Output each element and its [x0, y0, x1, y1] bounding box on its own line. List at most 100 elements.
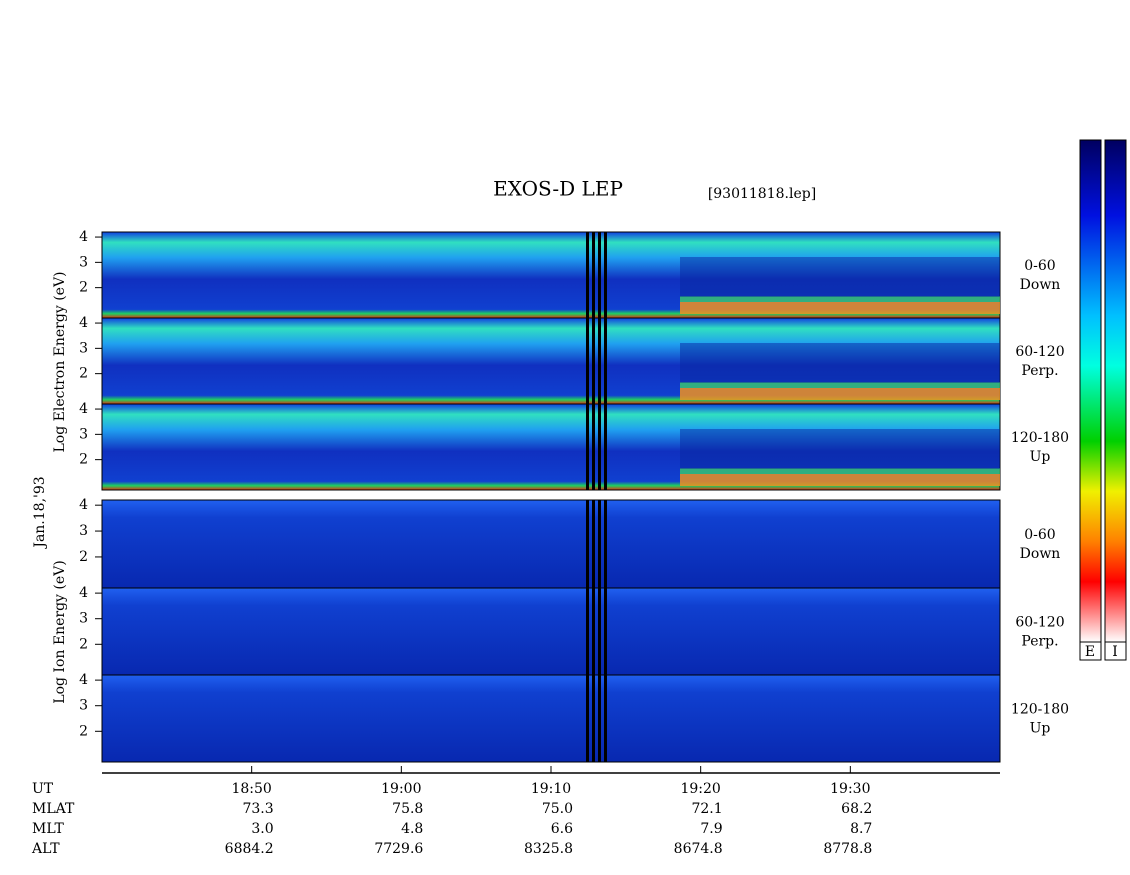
x-tick-label: 18:50 [231, 781, 271, 797]
data-gap [592, 588, 595, 675]
data-gap [604, 404, 607, 490]
orbit-value: 4.8 [401, 821, 423, 837]
orbit-value: 8778.8 [823, 841, 872, 857]
colorbar [1104, 139, 1127, 643]
direction-label: Perp. [1021, 634, 1058, 650]
data-gap [592, 404, 595, 490]
angle-label: 0-60 [1024, 527, 1055, 543]
orbit-value: 7.9 [700, 821, 722, 837]
data-gap [598, 675, 601, 762]
angle-label: 60-120 [1015, 615, 1064, 631]
y-tick-label: 3 [79, 426, 88, 442]
data-gap [586, 675, 589, 762]
orbit-value: 68.2 [841, 801, 872, 817]
direction-label: Up [1030, 449, 1051, 465]
data-gap [598, 318, 601, 404]
y-tick-label: 3 [79, 698, 88, 714]
data-gap [604, 588, 607, 675]
data-gap [604, 500, 607, 588]
orbit-value: 8.7 [850, 821, 872, 837]
colorbar-label: E [1085, 644, 1095, 660]
orbit-value: 7729.6 [374, 841, 423, 857]
data-gap [604, 232, 607, 318]
orbit-value: 75.0 [542, 801, 573, 817]
orbit-row-name: UT [32, 781, 54, 797]
data-gap [586, 588, 589, 675]
y-tick-label: 2 [79, 549, 88, 565]
y-tick-label: 2 [79, 723, 88, 739]
data-gap [598, 588, 601, 675]
y-tick-label: 2 [79, 636, 88, 652]
direction-label: Down [1020, 277, 1061, 293]
x-tick-label: 19:20 [680, 781, 720, 797]
y-tick-label: 2 [79, 280, 88, 296]
colorbar-label-box [1104, 641, 1127, 661]
y-tick-label: 3 [79, 611, 88, 627]
data-gap [592, 232, 595, 318]
direction-label: Down [1020, 546, 1061, 562]
angle-label: 120-180 [1011, 702, 1069, 718]
angle-label: 120-180 [1011, 430, 1069, 446]
orbit-value: 6.6 [551, 821, 573, 837]
angle-label: 60-120 [1015, 344, 1064, 360]
x-tick-label: 19:30 [830, 781, 870, 797]
spectrogram-panel [101, 674, 1001, 763]
data-gap [598, 500, 601, 588]
spectrogram-region [680, 429, 1000, 469]
data-gap [592, 500, 595, 588]
orbit-value: 72.1 [691, 801, 722, 817]
data-gap [586, 500, 589, 588]
group-label: Log Ion Energy (eV) [52, 560, 68, 703]
y-tick-label: 4 [79, 497, 88, 513]
group-label: Log Electron Energy (eV) [52, 271, 68, 452]
spectrogram-band [680, 296, 1000, 302]
orbit-value: 75.8 [392, 801, 423, 817]
orbit-row-name: MLT [32, 821, 64, 837]
file-name: [93011818.lep] [708, 186, 816, 202]
data-gap [598, 232, 601, 318]
x-tick-label: 19:00 [381, 781, 421, 797]
spectrogram-panel [101, 499, 1001, 589]
orbit-value: 3.0 [251, 821, 273, 837]
angle-label: 0-60 [1024, 258, 1055, 274]
data-gap [592, 318, 595, 404]
colorbar-label-box [1079, 641, 1102, 661]
spectrogram-band [680, 302, 1000, 314]
spectrogram-band [680, 388, 1000, 400]
y-tick-label: 4 [79, 401, 88, 417]
data-gap [604, 318, 607, 404]
x-tick-label: 19:10 [531, 781, 571, 797]
direction-label: Perp. [1021, 363, 1058, 379]
data-gap [586, 404, 589, 490]
data-gap [586, 232, 589, 318]
y-tick-label: 2 [79, 452, 88, 468]
y-tick-label: 4 [79, 229, 88, 245]
y-tick-label: 4 [79, 585, 88, 601]
spectrogram-panel [101, 587, 1001, 676]
chart-title: EXOS-D LEP [493, 177, 623, 201]
data-gap [592, 675, 595, 762]
spectrogram-region [680, 257, 1000, 297]
colorbar [1079, 139, 1102, 643]
orbit-value: 73.3 [242, 801, 273, 817]
y-tick-label: 2 [79, 366, 88, 382]
y-tick-label: 3 [79, 523, 88, 539]
spectrogram-band [680, 468, 1000, 474]
y-tick-label: 4 [79, 315, 88, 331]
y-tick-label: 3 [79, 254, 88, 270]
orbit-value: 8325.8 [524, 841, 573, 857]
data-gap [604, 675, 607, 762]
data-gap [598, 404, 601, 490]
orbit-row-name: ALT [31, 841, 60, 857]
colorbar-label: I [1112, 644, 1118, 660]
spectrogram-band [680, 382, 1000, 388]
orbit-value: 6884.2 [225, 841, 274, 857]
direction-label: Up [1030, 721, 1051, 737]
spectrogram-band [680, 474, 1000, 486]
y-tick-label: 4 [79, 672, 88, 688]
y-tick-label: 3 [79, 340, 88, 356]
date-label: Jan.18,'93 [32, 476, 48, 549]
data-gap [586, 318, 589, 404]
spectrogram-region [680, 343, 1000, 383]
